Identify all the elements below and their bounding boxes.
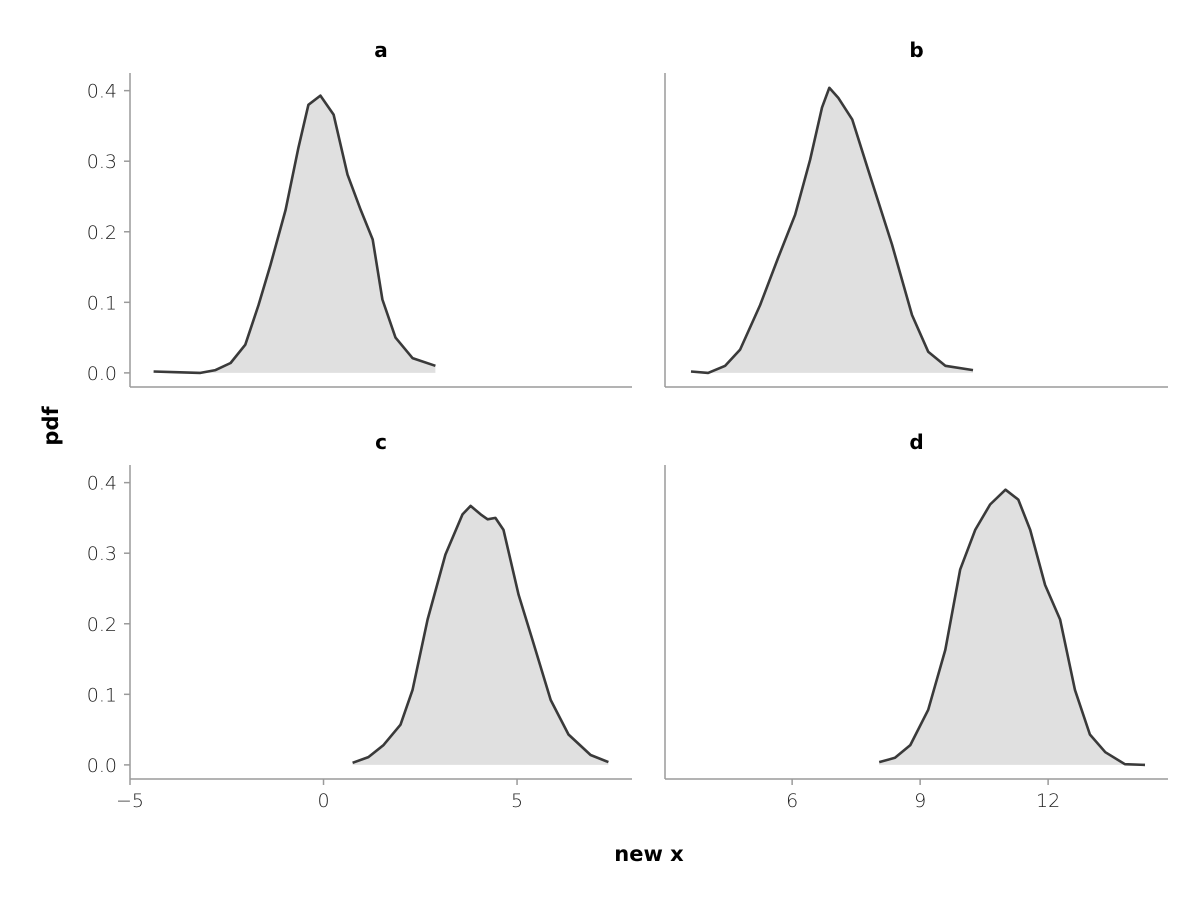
y-tick-label: 0.3 xyxy=(87,151,117,173)
density-area xyxy=(879,489,1145,765)
y-tick-label: 0.2 xyxy=(87,614,117,636)
y-tick-label: 0.0 xyxy=(87,363,117,385)
density-line xyxy=(153,94,436,375)
y-tick-label: 0.3 xyxy=(87,543,117,565)
facet-a: a 0.0 0.1 0.2 0.3 0.4 xyxy=(87,38,632,388)
x-tick-label: 0 xyxy=(317,790,329,812)
x-tick-label: 5 xyxy=(511,790,523,812)
facet-d: d 6 9 12 xyxy=(664,430,1168,812)
facet-title: a xyxy=(374,38,388,62)
facet-title: b xyxy=(909,38,923,62)
density-line xyxy=(352,504,609,765)
y-tick-label: 0.2 xyxy=(87,222,117,244)
y-tick-label: 0.0 xyxy=(87,755,117,777)
facet-c: c 0.0 0.1 0.2 0.3 0.4 −5 0 5 xyxy=(87,430,632,812)
facet-b: b xyxy=(664,38,1168,388)
y-axis-label: pdf xyxy=(39,406,63,446)
x-tick-label: −5 xyxy=(116,790,144,812)
x-tick-label: 9 xyxy=(914,790,926,812)
density-area xyxy=(352,505,609,765)
y-tick-label: 0.1 xyxy=(87,684,117,706)
density-area xyxy=(153,95,436,373)
y-tick-label: 0.4 xyxy=(87,81,117,103)
facet-title: d xyxy=(909,430,923,454)
facet-title: c xyxy=(375,430,387,454)
y-tick-label: 0.1 xyxy=(87,292,117,314)
x-tick-label: 6 xyxy=(786,790,798,812)
density-line xyxy=(690,86,974,375)
y-tick-label: 0.4 xyxy=(87,473,117,495)
density-line xyxy=(878,488,1146,767)
x-tick-label: 12 xyxy=(1036,790,1060,812)
x-axis-label: new x xyxy=(614,842,684,866)
density-area xyxy=(691,87,974,373)
